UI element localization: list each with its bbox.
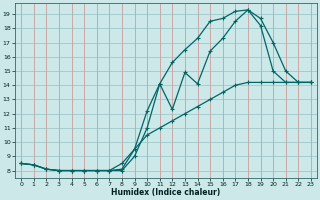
X-axis label: Humidex (Indice chaleur): Humidex (Indice chaleur) [111, 188, 221, 197]
